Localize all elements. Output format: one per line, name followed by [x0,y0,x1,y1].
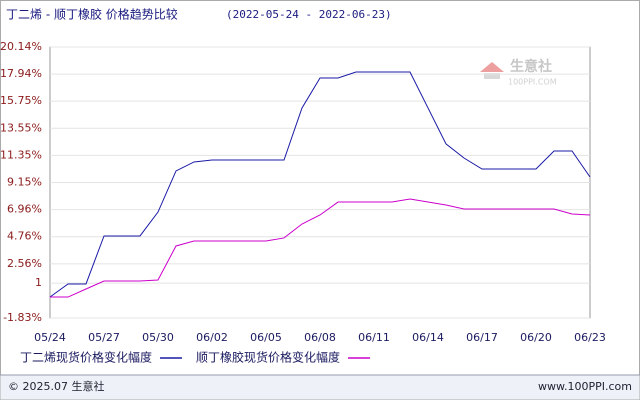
watermark-logo [480,62,504,72]
chart-title: 丁二烯 - 顺丁橡胶 价格趋势比较 [6,7,178,22]
legend-label: 顺丁橡胶现货价格变化幅度 [196,350,340,365]
x-tick-label: 06/20 [520,331,552,344]
y-tick-label: 6.96% [7,203,42,216]
x-tick-label: 06/05 [250,331,282,344]
x-tick-label: 06/17 [466,331,498,344]
y-tick-label: 11.35% [0,148,42,161]
y-tick-label: 13.55% [0,121,42,134]
watermark: 生意社 100PPI.COM [480,58,557,87]
series-line [50,198,591,298]
y-tick-label: 20.14% [0,40,42,53]
x-tick-label: 06/11 [358,331,390,344]
footer-copyright: © 2025.07 生意社 [8,379,104,393]
x-tick-label: 05/27 [88,331,120,344]
x-tick-label: 05/30 [142,331,174,344]
x-tick-label: 06/23 [574,331,606,344]
x-tick-label: 06/14 [412,331,444,344]
y-tick-label: -1.83% [3,311,42,324]
x-tick-label: 05/24 [34,331,66,344]
watermark-url: 100PPI.COM [508,78,557,87]
watermark-name: 生意社 [510,58,552,75]
legend-label: 丁二烯现货价格变化幅度 [20,350,152,365]
y-tick-label: 17.94% [0,67,42,80]
x-tick-label: 06/02 [196,331,228,344]
y-tick-label: 9.15% [7,176,42,189]
y-tick-label: 1 [35,276,42,289]
series-line [49,71,591,298]
chart-subtitle: (2022-05-24 - 2022-06-23) [226,8,392,21]
y-tick-label: 15.75% [0,94,42,107]
watermark-logo [484,73,500,79]
footer-site: www.100PPI.com [538,380,632,393]
y-tick-label: 4.76% [7,230,42,243]
footer-bar [0,375,640,400]
y-tick-label: 2.56% [7,257,42,270]
x-tick-label: 06/08 [304,331,336,344]
